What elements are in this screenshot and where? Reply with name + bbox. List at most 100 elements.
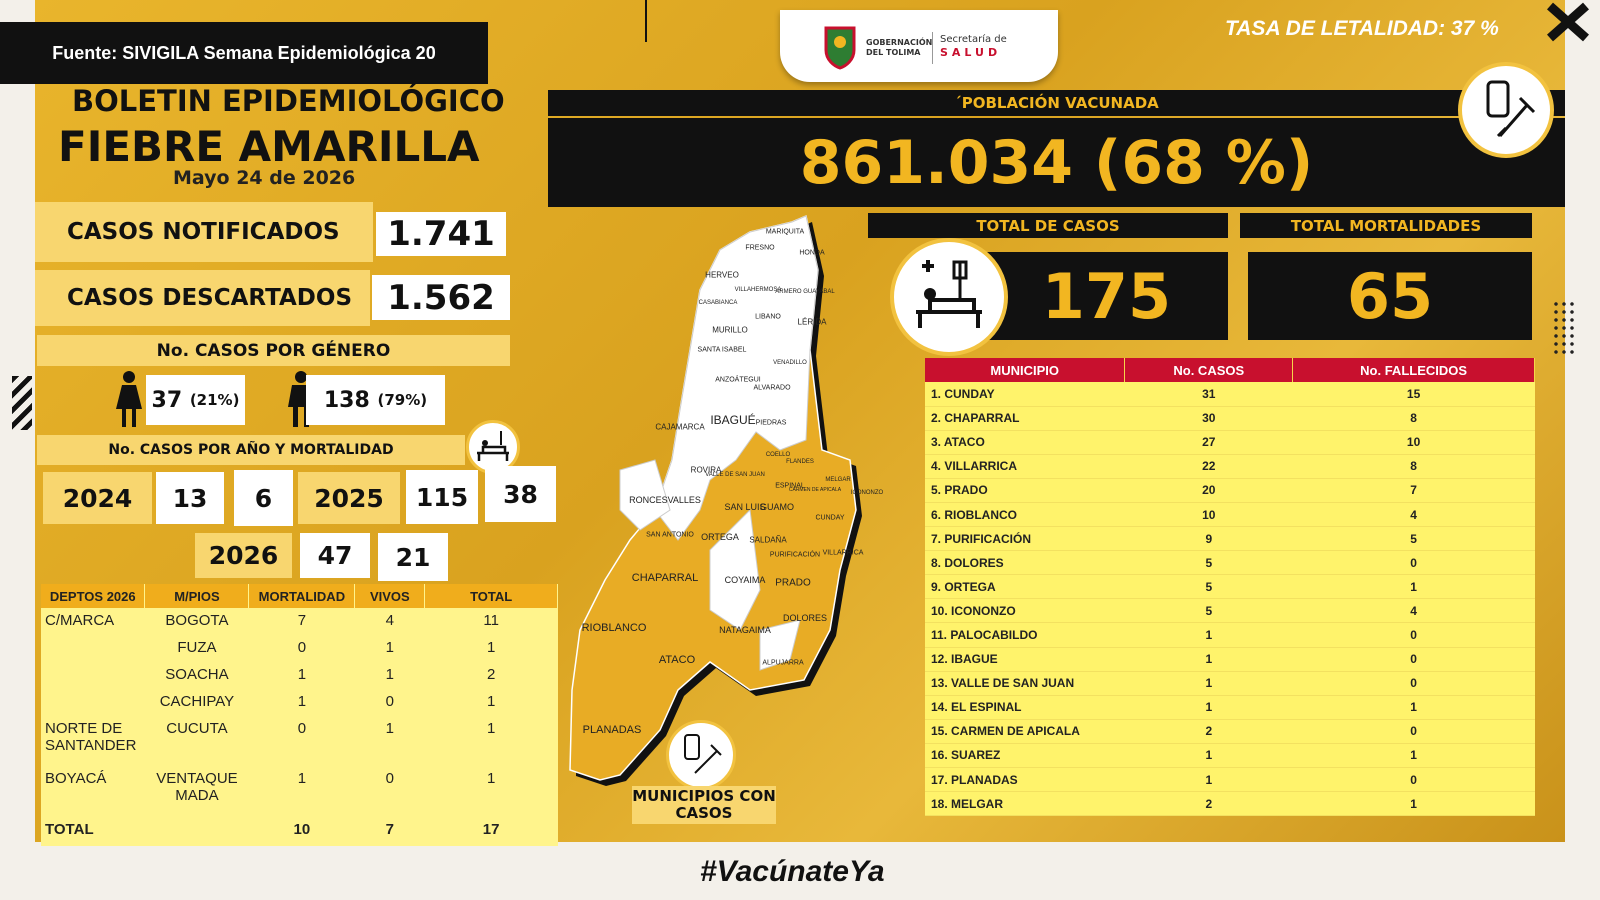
data-row: 3. ATACO 27 10: [925, 430, 1535, 455]
cell: 0: [1292, 671, 1535, 696]
source-label: Fuente: SIVIGILA Semana Epidemiológica 2…: [0, 22, 488, 84]
map-label: MURILLO: [712, 325, 748, 335]
cell: [144, 816, 249, 846]
hospital-glyph-small: [477, 431, 509, 461]
cell: 4: [1292, 598, 1535, 624]
map-label: ESPINAL: [775, 482, 805, 490]
cell: 5: [1124, 598, 1293, 624]
cell: 1: [1124, 622, 1293, 648]
map-label: HONDA: [799, 249, 825, 257]
vaccine-icon: [1458, 62, 1554, 158]
map-label: MARIQUITA: [765, 228, 805, 236]
cell: 31: [1124, 382, 1293, 407]
map-label: CAJAMARCA: [655, 422, 705, 432]
data-row: FUZA 0 1 1: [41, 635, 558, 662]
map-label: CASABIANCA: [698, 300, 738, 306]
map-label: PRADO: [775, 577, 811, 589]
vaccine-glyph: [1486, 80, 1536, 138]
cell: 1: [354, 716, 425, 766]
male-pct: (79%): [377, 391, 428, 409]
cell: 1: [354, 662, 425, 689]
notified-label: CASOS NOTIFICADOS: [35, 202, 373, 262]
logo-org1: GOBERNACIÓN: [866, 38, 933, 47]
cell: 0: [354, 766, 425, 816]
cell: 1: [1292, 791, 1535, 817]
map-label: RONCESVALLES: [629, 495, 701, 505]
cell: VENTAQUE MADA: [144, 766, 249, 816]
map-label: ARMERO GUAYABAL: [775, 289, 835, 295]
data-row: 18. MELGAR 2 1: [925, 791, 1535, 817]
cell: 0: [1292, 767, 1535, 793]
cell: 1. CUNDAY: [925, 382, 1125, 407]
map-label: ROVIRA: [690, 465, 722, 475]
map-label: PURIFICACIÓN: [769, 551, 821, 559]
cell: CACHIPAY: [144, 689, 249, 716]
hashtag: #VacúnateYa: [700, 855, 885, 888]
vaccine-glyph-small: [684, 734, 722, 774]
map-label: NATAGAIMA: [719, 625, 771, 635]
map-label: SANTA ISABEL: [697, 346, 747, 354]
cell: 0: [1292, 647, 1535, 672]
cell: 5: [1292, 526, 1535, 552]
municipios-table: MUNICIPIO No. CASOS No. FALLECIDOS 1. CUNDA…: [925, 358, 1535, 817]
map-label: LIBANO: [755, 313, 781, 321]
cell: 6. RIOBLANCO: [925, 502, 1125, 528]
cell: 0: [248, 716, 355, 766]
cell: CUCUTA: [144, 716, 249, 766]
cell: 2: [1124, 719, 1293, 744]
year-year: 2024: [43, 472, 152, 524]
cell: 1: [1124, 767, 1293, 793]
header-cell: DEPTOS 2026: [41, 584, 146, 608]
header-date: Mayo 24 de 2026: [173, 167, 356, 189]
cell: 0: [1292, 719, 1535, 744]
cell: 17. PLANADAS: [925, 767, 1125, 793]
data-row: 5. PRADO 20 7: [925, 478, 1535, 503]
discarded-label: CASOS DESCARTADOS: [35, 270, 370, 326]
map-label: GUAMO: [759, 502, 795, 512]
cell: FUZA: [144, 635, 249, 662]
header-cell: No. CASOS: [1124, 358, 1294, 382]
data-row: 10. ICONONZO 5 4: [925, 598, 1535, 624]
cell: 10: [1292, 430, 1535, 455]
map: [569, 214, 862, 786]
data-row: 15. CARMEN DE APICALA 2 0: [925, 719, 1535, 744]
male-value: 138: [323, 387, 370, 413]
cell: 0: [1292, 550, 1535, 576]
cell: 8. DOLORES: [925, 550, 1125, 576]
year-deaths: 21: [378, 533, 448, 581]
logo-salud: SALUD: [940, 46, 1002, 59]
cell: 5: [1124, 574, 1293, 600]
header-cell: VIVOS: [354, 584, 426, 608]
female-box: 37 (21%): [146, 375, 245, 425]
year-cases: 115: [406, 470, 478, 524]
map-label: CHAPARRAL: [631, 572, 699, 584]
cell: 7. PURIFICACIÓN: [925, 526, 1125, 552]
data-row: 16. SUAREZ 1 1: [925, 743, 1535, 769]
cell: 0: [1292, 622, 1535, 648]
map-label: ALPUJARRA: [762, 659, 804, 667]
map-label: FLANDES: [786, 459, 814, 465]
cell: 1: [1124, 743, 1293, 769]
total-cell: 10: [248, 816, 355, 846]
header-cell: MORTALIDAD: [248, 584, 356, 608]
total-label: TOTAL: [41, 816, 145, 846]
female-value: 37: [151, 387, 183, 413]
cell: 15. CARMEN DE APICALA: [925, 719, 1125, 744]
cell: 5. PRADO: [925, 478, 1125, 503]
cell: 15: [1292, 382, 1535, 407]
data-row: 6. RIOBLANCO 10 4: [925, 502, 1535, 528]
vaccine-icon-small: [666, 720, 736, 790]
year-deaths: 38: [485, 466, 556, 522]
dept-cell: NORTE DE SANTANDER: [41, 716, 145, 766]
hospital-icon: [890, 238, 1008, 356]
dept-cell: BOYACÁ: [41, 766, 145, 816]
close-icon: [1547, 2, 1589, 42]
cell: 1: [424, 689, 558, 716]
data-row: 17. PLANADAS 1 0: [925, 767, 1535, 793]
map-label: HERVEO: [705, 270, 739, 280]
cell: 20: [1124, 478, 1293, 503]
map-label: SAN ANTONIO: [646, 531, 694, 539]
map-label: RIOBLANCO: [581, 622, 647, 634]
map-label: VILLARRICA: [822, 549, 864, 557]
